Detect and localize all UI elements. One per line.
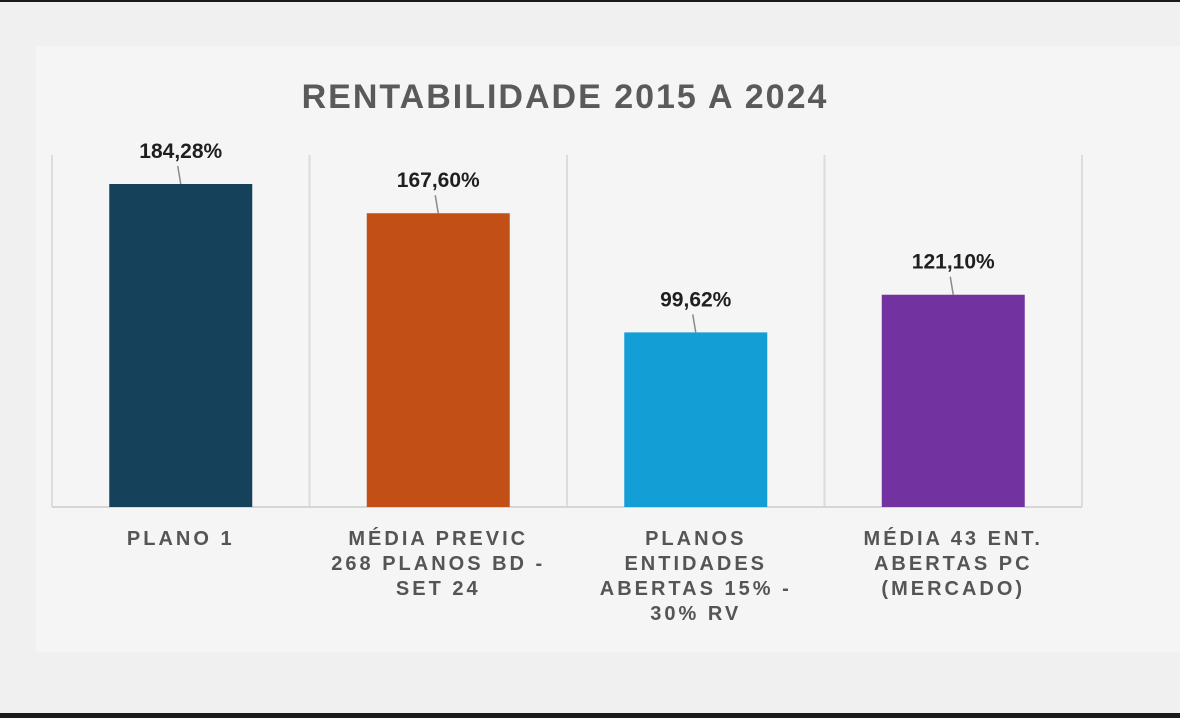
bar [881,294,1025,507]
category-label: PLANO 1 [126,528,235,550]
bar [624,332,768,507]
data-label-leader [692,314,697,333]
category-label: MÉDIA 43 ENT. ABERTAS PC (MERCADO) [863,528,1043,600]
data-label-leader [949,276,954,295]
chart-title: RENTABILIDADE 2015 A 2024 [301,78,829,116]
category-label: PLANOS ENTIDADES ABERTAS 15% - 30% RV [599,528,792,625]
category-label: MÉDIA PREVIC 268 PLANOS BD - SET 24 [331,528,546,600]
data-label: 121,10% [912,251,995,274]
bar [366,213,510,508]
data-label: 184,28% [139,140,222,163]
data-label-leader [177,165,182,185]
bar [109,184,253,507]
data-label: 167,60% [397,169,480,192]
frame-top-border [0,0,1180,2]
frame-bottom-border [0,713,1180,718]
data-label: 99,62% [660,288,732,311]
data-label-leader [434,195,439,214]
